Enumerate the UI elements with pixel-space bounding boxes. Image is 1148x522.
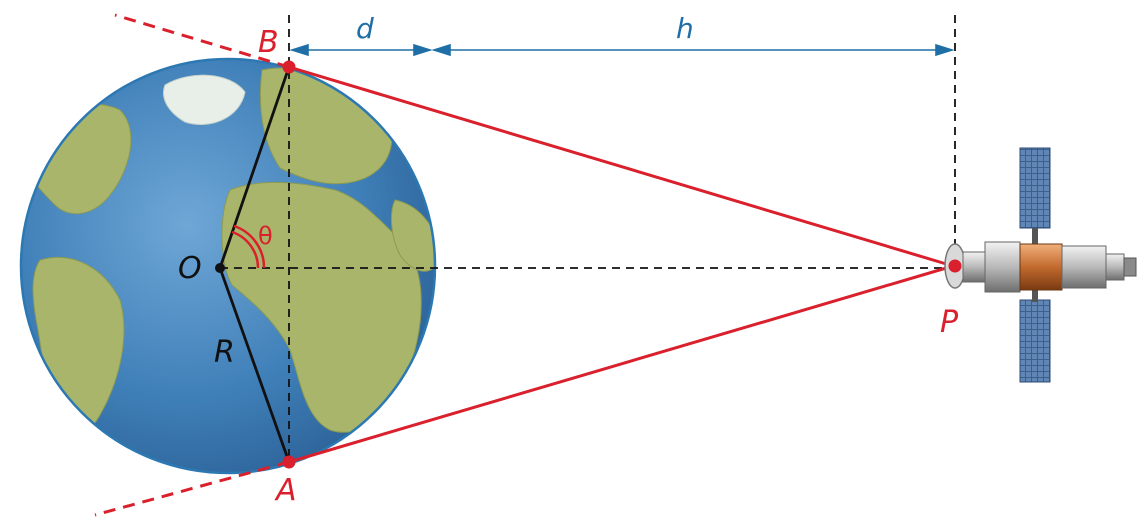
point-a-marker (282, 455, 296, 469)
label-theta: θ (258, 222, 273, 250)
label-p: P (940, 305, 959, 340)
label-o: O (178, 251, 202, 286)
point-b-marker (282, 60, 296, 74)
dimension-arrows (289, 43, 955, 57)
radius-oa (218, 267, 291, 463)
radius-lines (218, 66, 291, 463)
label-b: B (258, 25, 279, 60)
label-h: h (676, 12, 694, 45)
tangent-lines (94, 13, 954, 517)
label-d: d (356, 12, 374, 45)
tangent-pb (288, 65, 954, 268)
earth-globe-icon (19, 57, 437, 475)
tangent-pa (288, 264, 954, 464)
point-p-marker (948, 259, 962, 273)
tangent-pa-extension (94, 460, 290, 517)
angle-theta-marker (231, 224, 266, 269)
label-a: A (274, 473, 297, 508)
tangent-pb-extension (114, 13, 290, 69)
label-r: R (214, 335, 235, 370)
radius-ob (218, 66, 291, 269)
guide-lines (220, 15, 956, 462)
point-o-marker (215, 263, 225, 273)
satellite-icon (944, 147, 1137, 383)
